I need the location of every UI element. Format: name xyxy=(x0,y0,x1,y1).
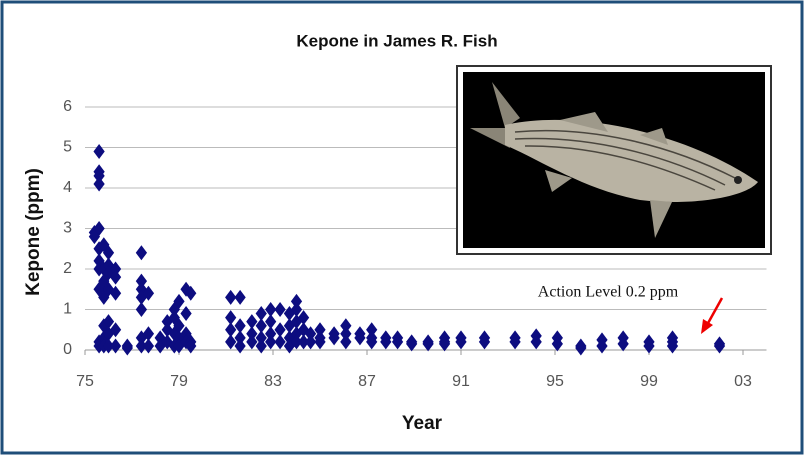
x-tick-label: 91 xyxy=(452,373,470,390)
y-tick-label: 0 xyxy=(63,341,72,358)
y-tick-label: 3 xyxy=(63,220,72,237)
y-tick-label: 4 xyxy=(63,179,72,196)
y-tick-label: 6 xyxy=(63,98,72,115)
y-axis-label: Kepone (ppm) xyxy=(23,168,44,296)
y-tick-label: 1 xyxy=(63,301,72,318)
x-tick-label: 99 xyxy=(640,373,658,390)
page: Kepone in James R. Fish Kepone (ppm) Yea… xyxy=(0,0,804,455)
x-tick-label: 79 xyxy=(170,373,188,390)
chart-title: Kepone in James R. Fish xyxy=(296,31,497,50)
x-tick-label: 03 xyxy=(734,373,752,390)
x-axis-label: Year xyxy=(402,413,443,434)
chart: Kepone in James R. Fish Kepone (ppm) Yea… xyxy=(0,0,804,455)
x-tick-label: 83 xyxy=(264,373,282,390)
x-tick-label: 95 xyxy=(546,373,564,390)
y-tick-label: 2 xyxy=(63,260,72,277)
x-tick-label: 87 xyxy=(358,373,376,390)
annotation: Action Level 0.2 ppm xyxy=(538,284,679,301)
fish-eye xyxy=(734,176,742,184)
y-tick-label: 5 xyxy=(63,139,72,156)
x-tick-label: 75 xyxy=(76,373,94,390)
fish-photo xyxy=(457,66,771,254)
